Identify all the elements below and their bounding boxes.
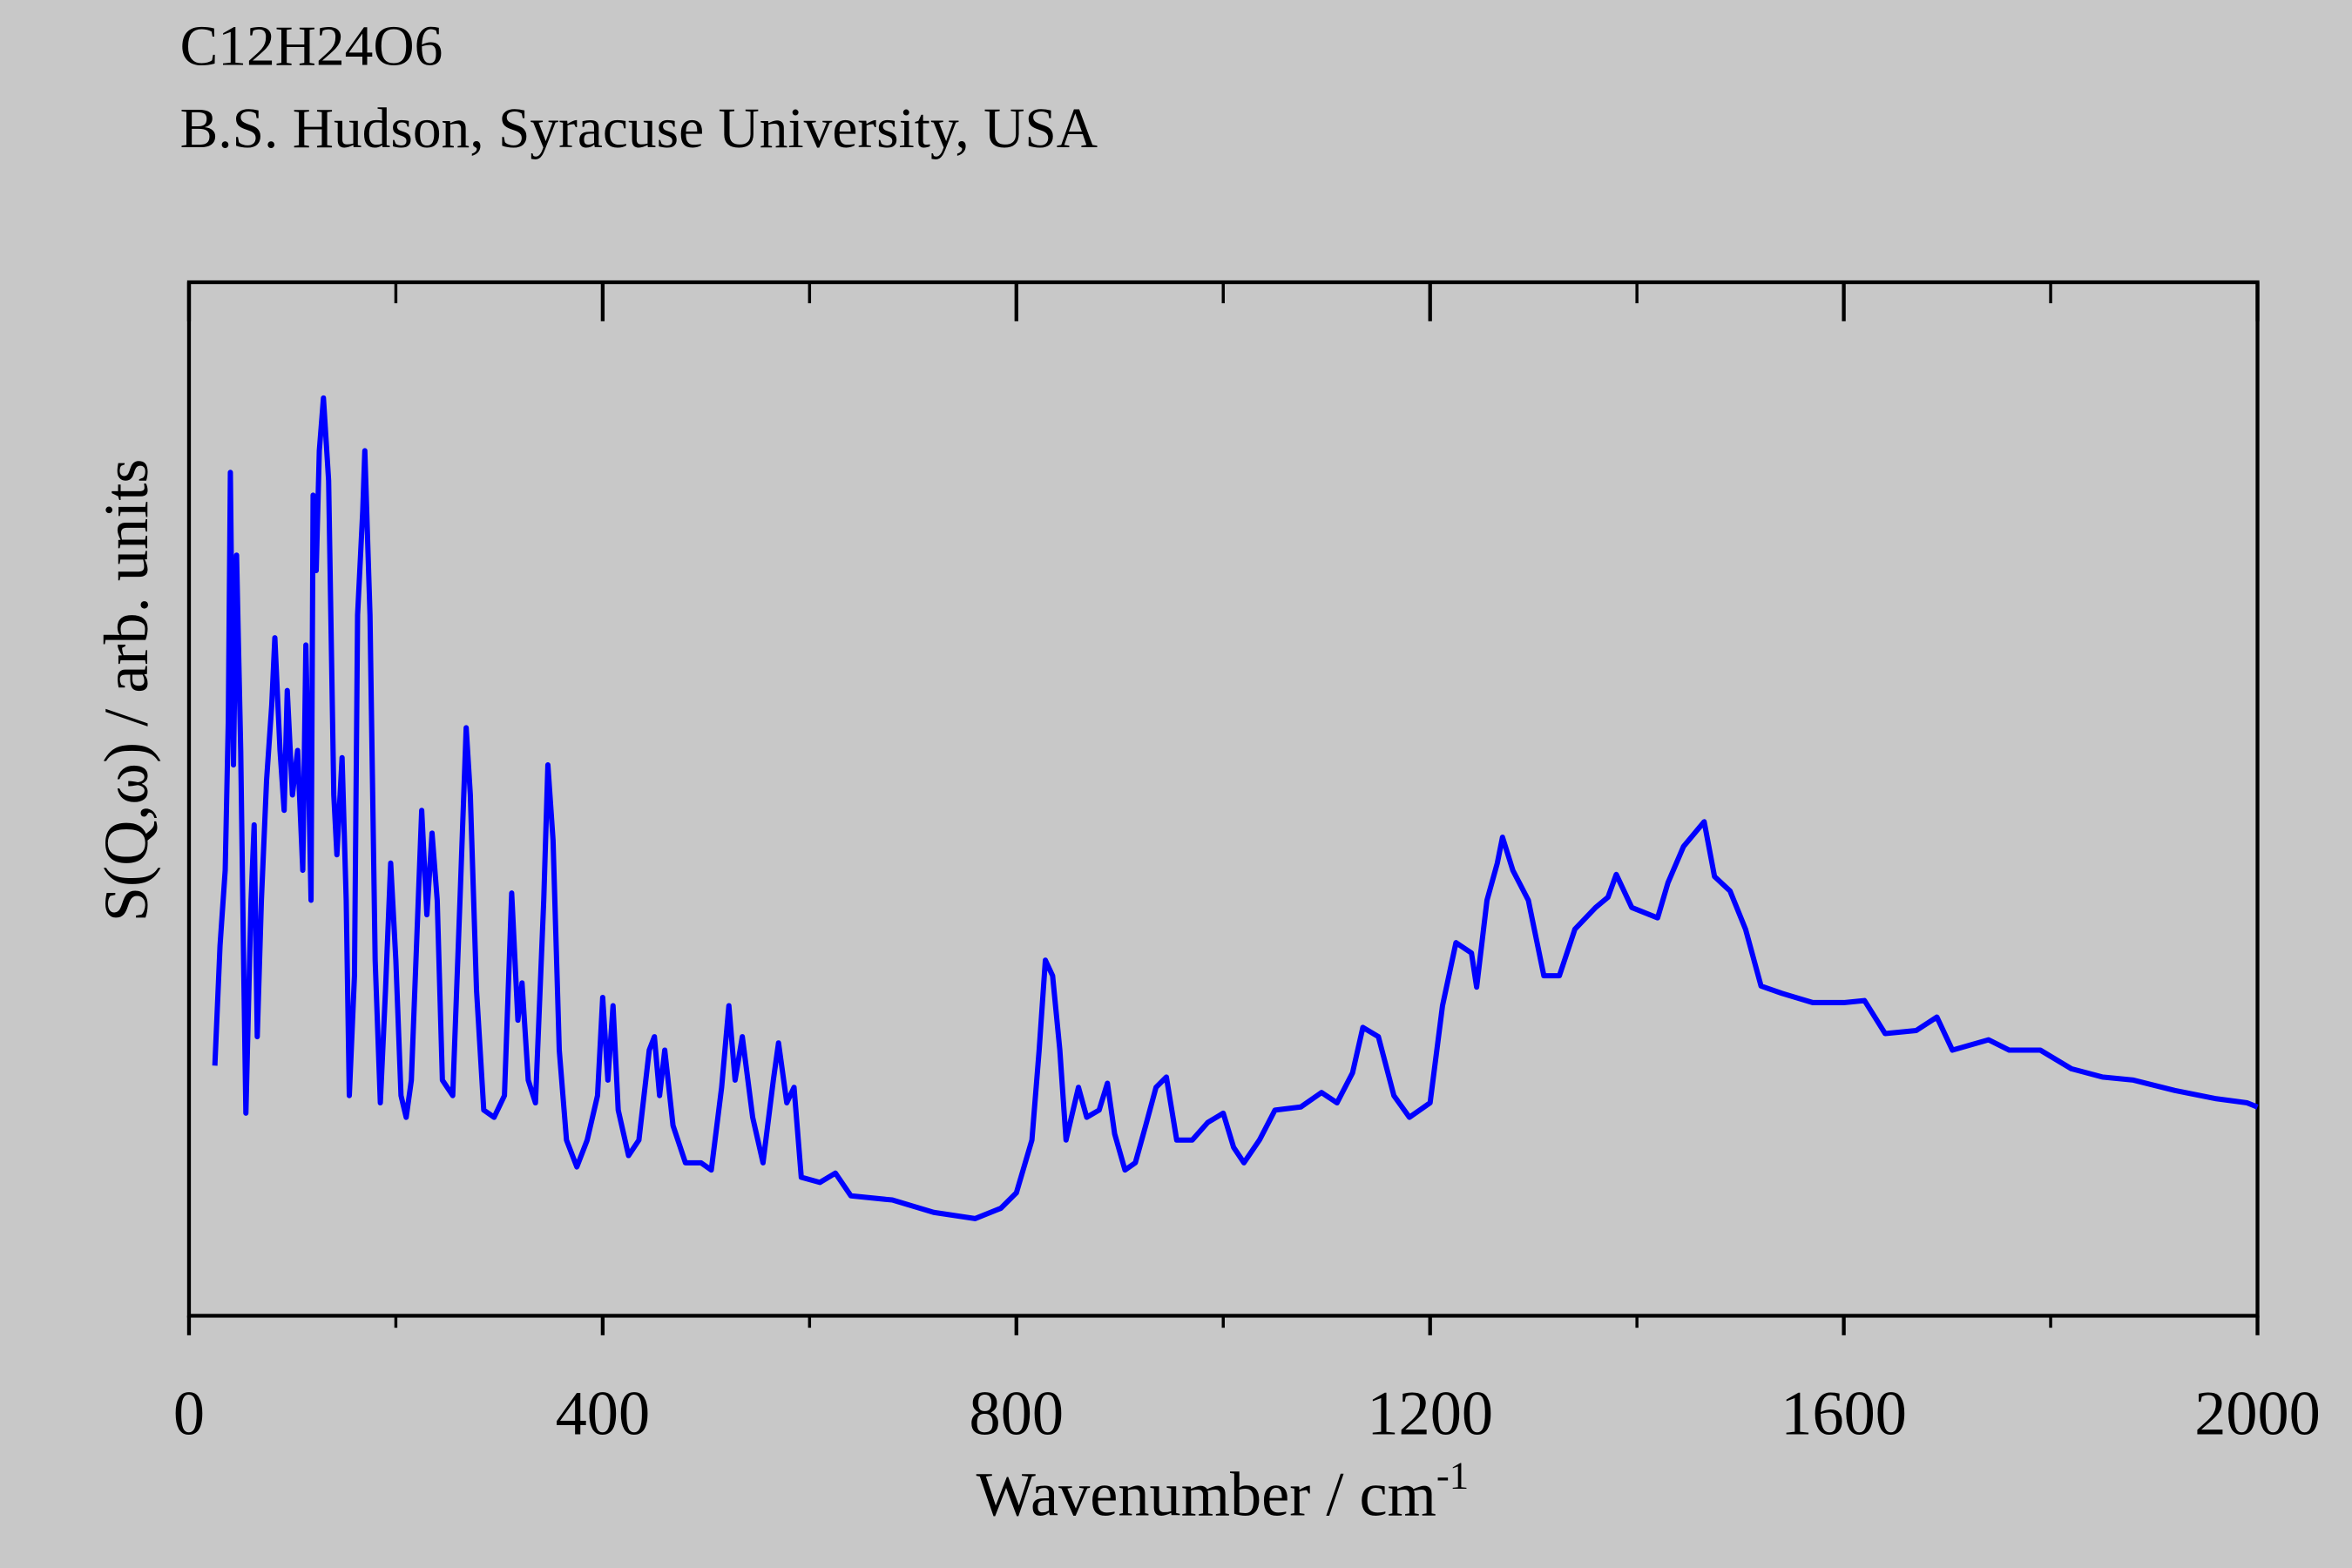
x-tick-label: 1600 <box>1781 1378 1907 1448</box>
x-tick-label: 400 <box>556 1378 650 1448</box>
x-axis-label: Wavenumber / cm-1 <box>977 1453 1470 1529</box>
x-axis-label-superscript: -1 <box>1436 1453 1469 1497</box>
x-tick-label: 0 <box>173 1378 205 1448</box>
y-axis-label: S(Q,ω) / arb. units <box>91 459 161 923</box>
x-tick-label: 1200 <box>1367 1378 1493 1448</box>
x-axis-label-text: Wavenumber / cm <box>977 1459 1436 1529</box>
x-tick-label: 800 <box>970 1378 1064 1448</box>
chart-title: C12H24O6 <box>180 15 443 78</box>
chart-subtitle: B.S. Hudson, Syracuse University, USA <box>180 98 1098 160</box>
spectrum-line <box>212 395 2259 1221</box>
x-tick-label: 2000 <box>2194 1378 2321 1448</box>
